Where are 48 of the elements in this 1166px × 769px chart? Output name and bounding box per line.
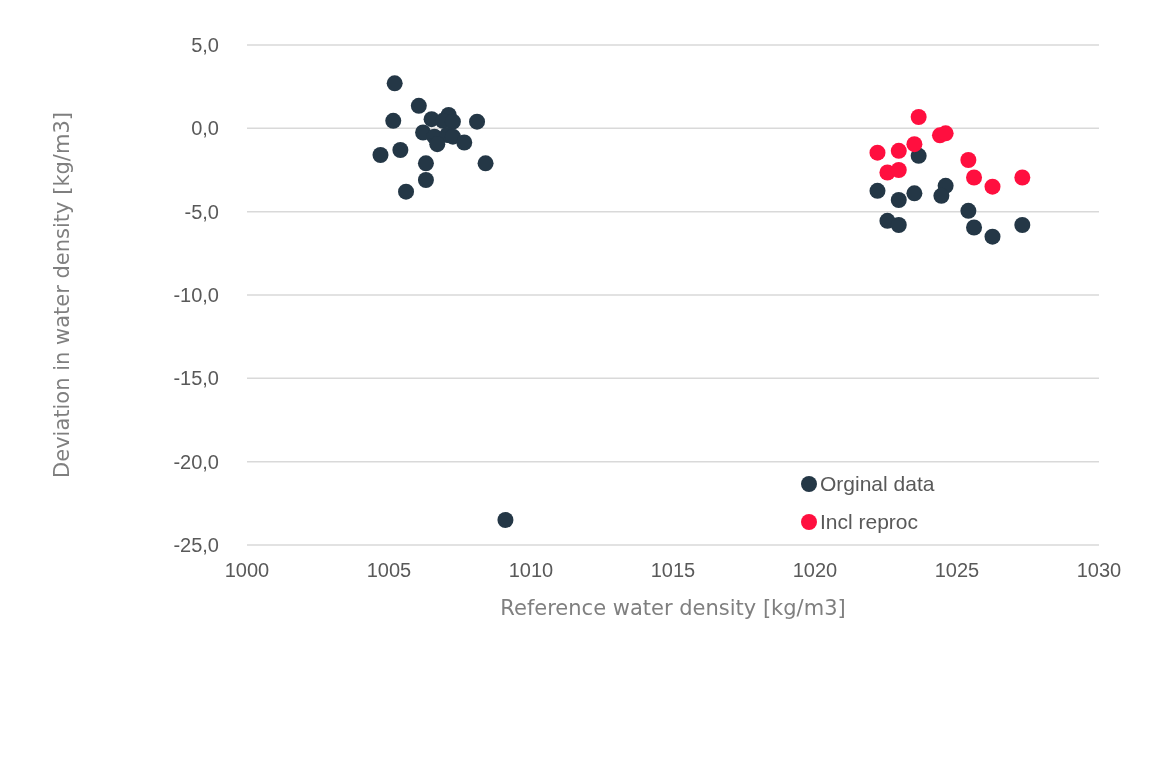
- x-tick-label: 1020: [792, 559, 838, 582]
- x-tick-label: 1005: [366, 559, 412, 582]
- point: [906, 136, 923, 153]
- x-axis-title: Reference water density [kg/m3]: [500, 596, 846, 620]
- point: [960, 202, 977, 219]
- point: [497, 512, 514, 528]
- y-tick-label: -10,0: [173, 284, 219, 307]
- point: [1014, 217, 1031, 233]
- y-tick-label: -25,0: [173, 534, 219, 557]
- x-tick-label: 1015: [650, 559, 696, 582]
- point: [372, 147, 389, 163]
- point: [392, 142, 409, 158]
- y-tick-label: -15,0: [173, 367, 219, 390]
- point: [910, 109, 927, 125]
- x-tick-label: 1010: [508, 559, 554, 582]
- point: [890, 142, 907, 159]
- point: [398, 183, 415, 200]
- point: [386, 75, 403, 92]
- point: [477, 155, 494, 172]
- point: [966, 219, 983, 236]
- point: [960, 152, 977, 168]
- point: [869, 144, 886, 161]
- point: [456, 134, 473, 151]
- point: [966, 169, 983, 186]
- y-tick-label: 0,0: [191, 117, 219, 140]
- point: [417, 155, 434, 172]
- point: [417, 172, 434, 188]
- point: [933, 187, 950, 204]
- point: [906, 185, 923, 202]
- x-tick-label: 1000: [224, 559, 270, 582]
- point: [984, 228, 1001, 245]
- legend-label: Incl reproc: [820, 510, 919, 534]
- legend-label: Orginal data: [820, 472, 935, 496]
- point: [385, 112, 402, 129]
- point: [890, 217, 907, 233]
- point: [984, 178, 1001, 195]
- y-tick-label: -20,0: [173, 450, 219, 473]
- point: [869, 182, 886, 199]
- point: [1014, 169, 1031, 186]
- point: [469, 113, 486, 130]
- point: [410, 97, 427, 114]
- y-tick-label: -5,0: [184, 200, 219, 223]
- point: [890, 192, 907, 208]
- y-axis-title: Deviation in water density [kg/m3]: [50, 112, 75, 478]
- y-tick-label: 5,0: [191, 34, 219, 57]
- x-tick-label: 1030: [1076, 559, 1122, 582]
- x-tick-label: 1025: [934, 559, 980, 582]
- point: [890, 162, 907, 178]
